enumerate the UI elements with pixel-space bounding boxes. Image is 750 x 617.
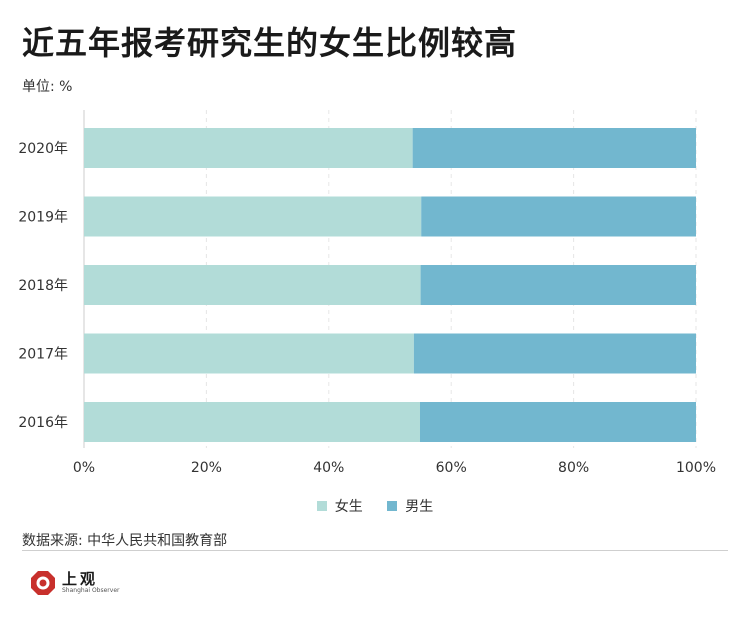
bar-male bbox=[419, 402, 696, 442]
x-tick-label: 40% bbox=[313, 460, 344, 476]
bar-male bbox=[412, 128, 696, 168]
bar-male bbox=[420, 265, 696, 305]
x-tick-label: 80% bbox=[558, 460, 589, 476]
y-tick-label: 2016年 bbox=[18, 415, 68, 431]
x-tick-label: 100% bbox=[676, 460, 716, 476]
legend: 女生 男生 bbox=[0, 496, 750, 516]
x-tick-label: 0% bbox=[73, 460, 95, 476]
legend-item-male: 男生 bbox=[387, 496, 433, 516]
bar-male bbox=[413, 333, 696, 374]
bar-female bbox=[84, 265, 421, 305]
x-tick-label: 20% bbox=[191, 460, 222, 476]
bar-female bbox=[84, 402, 420, 442]
y-tick-label: 2019年 bbox=[18, 210, 68, 226]
stacked-bar-chart: 0% 20% 40% 60% 80% 100% 2020年 2019年 2018年 2017年 20… bbox=[18, 110, 716, 476]
bar-female bbox=[84, 196, 422, 237]
brand-logo: 上观 Shanghai Observer bbox=[30, 570, 119, 596]
bar-female bbox=[84, 333, 414, 374]
bar-male bbox=[421, 196, 696, 237]
footer-divider bbox=[22, 550, 728, 551]
legend-swatch-female bbox=[316, 501, 327, 511]
logo-text-en: Shanghai Observer bbox=[62, 587, 120, 594]
data-source: 数据来源: 中华人民共和国教育部 bbox=[22, 533, 228, 549]
chart-title: 近五年报考研究生的女生比例较高 bbox=[22, 24, 518, 62]
y-tick-label: 2020年 bbox=[18, 141, 68, 157]
unit-label: 单位: % bbox=[22, 79, 73, 95]
y-tick-label: 2017年 bbox=[18, 347, 68, 363]
shanghai-observer-logo-icon bbox=[31, 571, 55, 595]
legend-swatch-male bbox=[387, 501, 398, 511]
x-tick-label: 60% bbox=[436, 460, 467, 476]
legend-label-female: 女生 bbox=[334, 499, 363, 515]
legend-item-female: 女生 bbox=[316, 496, 363, 516]
logo-text-cn: 上观 bbox=[62, 570, 99, 588]
y-tick-label: 2018年 bbox=[18, 278, 68, 294]
legend-label-male: 男生 bbox=[405, 499, 434, 515]
bar-female bbox=[84, 128, 413, 168]
